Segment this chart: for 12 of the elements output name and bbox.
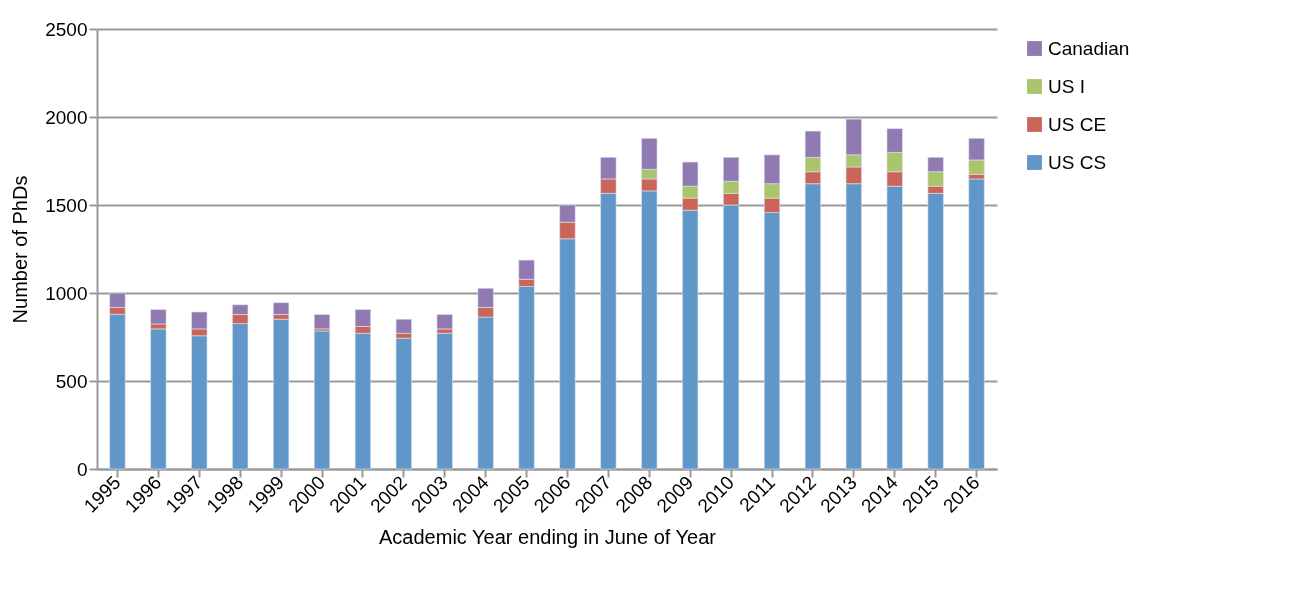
y-tick-label: 2500 — [45, 18, 88, 40]
y-tick-label: 0 — [76, 458, 88, 480]
legend-label: US CS — [1048, 151, 1107, 173]
legend-label: US CE — [1048, 113, 1107, 135]
y-tick-label: 500 — [55, 370, 88, 392]
y-tick-label: 1000 — [45, 282, 88, 304]
y-tick-label: 1500 — [45, 194, 88, 216]
legend-label: Canadian — [1048, 37, 1130, 59]
y-axis-title: Number of PhDs — [9, 175, 32, 324]
x-axis-title: Academic Year ending in June of Year — [379, 526, 717, 549]
legend-label: US I — [1048, 75, 1085, 97]
y-tick-label: 2000 — [45, 106, 88, 128]
